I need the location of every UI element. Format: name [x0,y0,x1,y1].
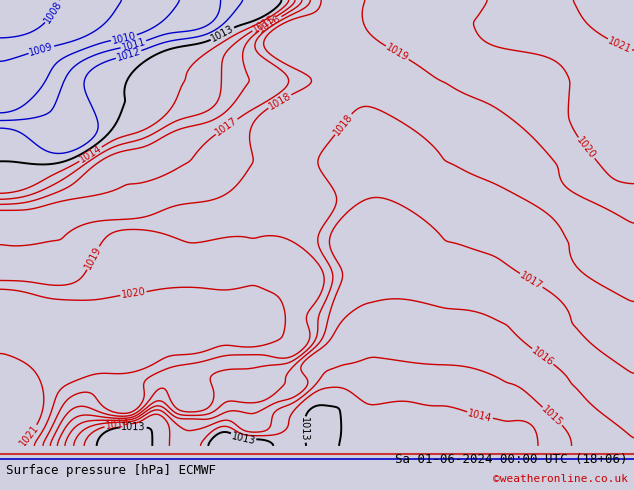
Text: 1013: 1013 [230,431,256,446]
Text: 1010: 1010 [111,30,137,46]
Text: 1021: 1021 [17,423,41,448]
Text: 1013: 1013 [209,24,236,44]
Text: 1017: 1017 [214,116,240,138]
Text: 1018: 1018 [266,91,293,112]
Text: 1008: 1008 [42,0,64,25]
Text: 1020: 1020 [120,287,146,300]
Text: 1016: 1016 [530,345,555,368]
Text: ©weatheronline.co.uk: ©weatheronline.co.uk [493,474,628,484]
Text: 1018: 1018 [332,112,355,137]
Text: 1014: 1014 [467,408,493,423]
Text: 1013: 1013 [121,422,146,432]
Text: 1021: 1021 [607,35,633,55]
Text: 1017: 1017 [518,270,545,291]
Text: 1015: 1015 [250,13,277,35]
Text: 1019: 1019 [384,42,410,63]
Text: 1015: 1015 [540,404,565,428]
Text: 1019: 1019 [83,245,103,271]
Text: Surface pressure [hPa] ECMWF: Surface pressure [hPa] ECMWF [6,464,216,477]
Text: Sa 01-06-2024 00:00 UTC (18+06): Sa 01-06-2024 00:00 UTC (18+06) [395,453,628,466]
Text: 1014: 1014 [77,144,103,165]
Text: 1009: 1009 [28,41,55,58]
Text: 1020: 1020 [575,135,598,161]
Text: 1014: 1014 [105,418,131,431]
Text: 1013: 1013 [299,417,309,442]
Text: 1012: 1012 [115,47,142,63]
Text: 1016: 1016 [257,13,283,34]
Text: 1011: 1011 [120,37,146,53]
